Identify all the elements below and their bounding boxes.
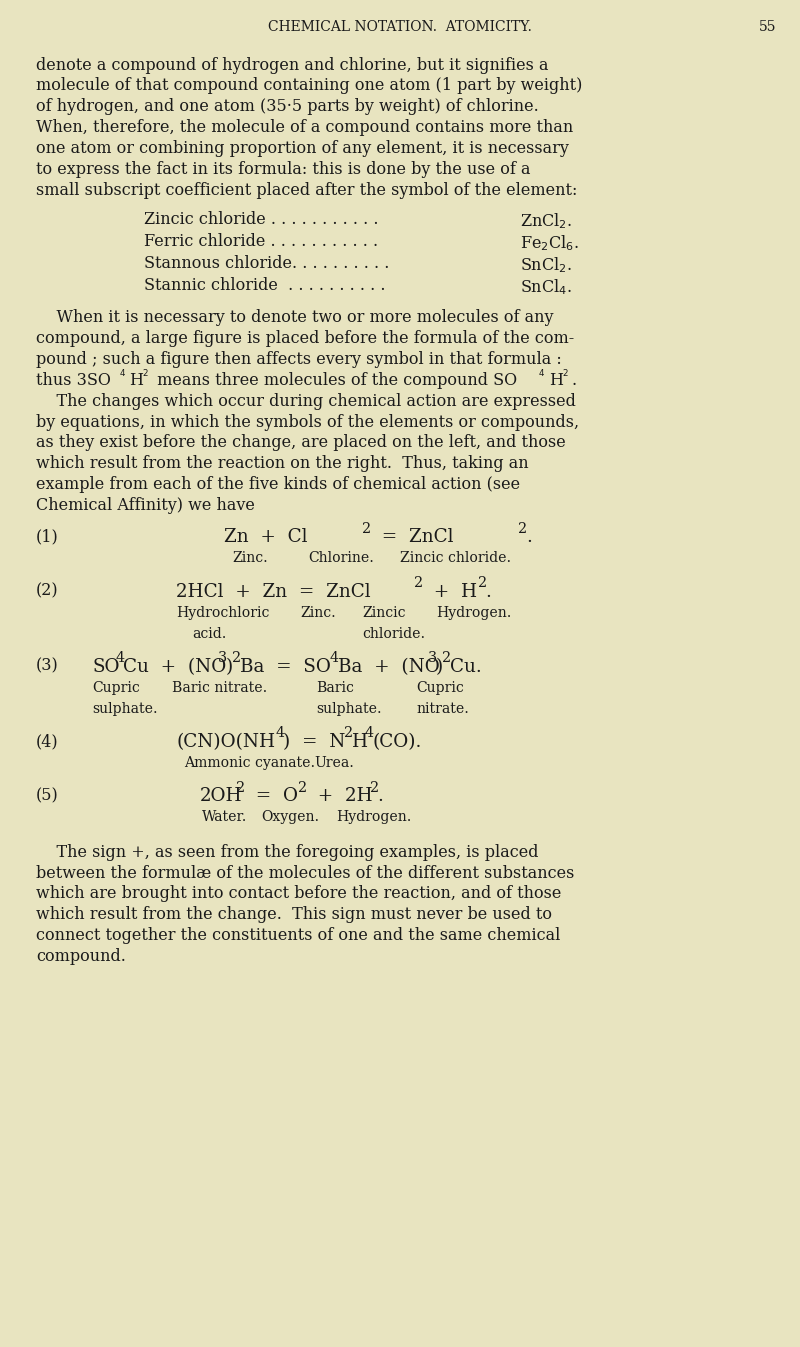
Text: Cu.: Cu. bbox=[450, 657, 482, 676]
Text: by equations, in which the symbols of the elements or compounds,: by equations, in which the symbols of th… bbox=[36, 414, 579, 431]
Text: connect together the constituents of one and the same chemical: connect together the constituents of one… bbox=[36, 927, 560, 944]
Text: =  ZnCl: = ZnCl bbox=[370, 528, 454, 547]
Text: Hydrogen.: Hydrogen. bbox=[336, 811, 411, 824]
Text: ): ) bbox=[436, 657, 443, 676]
Text: as they exist before the change, are placed on the left, and those: as they exist before the change, are pla… bbox=[36, 435, 566, 451]
Text: small subscript coefficient placed after the symbol of the element:: small subscript coefficient placed after… bbox=[36, 182, 578, 199]
Text: 2: 2 bbox=[442, 651, 451, 665]
Text: Hydrochloric: Hydrochloric bbox=[176, 606, 270, 620]
Text: 4: 4 bbox=[365, 726, 374, 741]
Text: sulphate.: sulphate. bbox=[316, 702, 382, 715]
Text: 3: 3 bbox=[428, 651, 438, 665]
Text: Baric: Baric bbox=[316, 680, 354, 695]
Text: Oxygen.: Oxygen. bbox=[262, 811, 320, 824]
Text: 2: 2 bbox=[518, 521, 527, 536]
Text: Cu  +  (NO: Cu + (NO bbox=[123, 657, 226, 676]
Text: Ammonic cyanate.: Ammonic cyanate. bbox=[184, 756, 315, 770]
Text: 2: 2 bbox=[362, 521, 371, 536]
Text: When, therefore, the molecule of a compound contains more than: When, therefore, the molecule of a compo… bbox=[36, 120, 574, 136]
Text: ZnCl$_2$.: ZnCl$_2$. bbox=[520, 211, 572, 230]
Text: example from each of the five kinds of chemical action (see: example from each of the five kinds of c… bbox=[36, 477, 520, 493]
Text: Ferric chloride . . . . . . . . . . .: Ferric chloride . . . . . . . . . . . bbox=[144, 233, 378, 251]
Text: 2HCl  +  Zn  =  ZnCl: 2HCl + Zn = ZnCl bbox=[176, 583, 370, 601]
Text: ): ) bbox=[226, 657, 233, 676]
Text: Ba  +  (NO: Ba + (NO bbox=[338, 657, 439, 676]
Text: between the formulæ of the molecules of the different substances: between the formulæ of the molecules of … bbox=[36, 865, 574, 881]
Text: When it is necessary to denote two or more molecules of any: When it is necessary to denote two or mo… bbox=[36, 310, 554, 326]
Text: (4): (4) bbox=[36, 733, 58, 750]
Text: nitrate.: nitrate. bbox=[416, 702, 469, 715]
Text: acid.: acid. bbox=[192, 626, 226, 641]
Text: 2OH: 2OH bbox=[200, 787, 242, 806]
Text: (5): (5) bbox=[36, 787, 58, 804]
Text: means three molecules of the compound SO: means three molecules of the compound SO bbox=[152, 372, 517, 389]
Text: Chlorine.: Chlorine. bbox=[308, 551, 374, 566]
Text: (CO).: (CO). bbox=[373, 733, 422, 752]
Text: 4: 4 bbox=[275, 726, 284, 741]
Text: Zinc.: Zinc. bbox=[232, 551, 268, 566]
Text: The sign +, as seen from the foregoing examples, is placed: The sign +, as seen from the foregoing e… bbox=[36, 843, 538, 861]
Text: compound.: compound. bbox=[36, 948, 126, 964]
Text: $_2$: $_2$ bbox=[562, 366, 568, 380]
Text: Fe$_2$Cl$_6$.: Fe$_2$Cl$_6$. bbox=[520, 233, 579, 253]
Text: which result from the change.  This sign must never be used to: which result from the change. This sign … bbox=[36, 907, 552, 923]
Text: (2): (2) bbox=[36, 583, 58, 599]
Text: 55: 55 bbox=[758, 20, 776, 34]
Text: chloride.: chloride. bbox=[362, 626, 426, 641]
Text: SO: SO bbox=[92, 657, 119, 676]
Text: .: . bbox=[378, 787, 383, 806]
Text: H: H bbox=[549, 372, 563, 389]
Text: pound ; such a figure then affects every symbol in that formula :: pound ; such a figure then affects every… bbox=[36, 352, 562, 368]
Text: 2: 2 bbox=[414, 577, 423, 590]
Text: 2: 2 bbox=[478, 577, 486, 590]
Text: denote a compound of hydrogen and chlorine, but it signifies a: denote a compound of hydrogen and chlori… bbox=[36, 57, 549, 74]
Text: 2: 2 bbox=[232, 651, 241, 665]
Text: .: . bbox=[571, 372, 576, 389]
Text: $_4$: $_4$ bbox=[119, 366, 126, 380]
Text: Baric nitrate.: Baric nitrate. bbox=[172, 680, 267, 695]
Text: one atom or combining proportion of any element, it is necessary: one atom or combining proportion of any … bbox=[36, 140, 569, 158]
Text: Ba  =  SO: Ba = SO bbox=[240, 657, 331, 676]
Text: +  H: + H bbox=[422, 583, 478, 601]
Text: Chemical Affinity) we have: Chemical Affinity) we have bbox=[36, 497, 255, 515]
Text: 4: 4 bbox=[330, 651, 338, 665]
Text: which are brought into contact before the reaction, and of those: which are brought into contact before th… bbox=[36, 885, 562, 902]
Text: Stannous chloride. . . . . . . . . .: Stannous chloride. . . . . . . . . . bbox=[144, 255, 390, 272]
Text: 2: 2 bbox=[344, 726, 353, 741]
Text: )  =  N: ) = N bbox=[283, 733, 346, 752]
Text: The changes which occur during chemical action are expressed: The changes which occur during chemical … bbox=[36, 393, 576, 409]
Text: Zinc.: Zinc. bbox=[300, 606, 336, 620]
Text: Zincic chloride.: Zincic chloride. bbox=[400, 551, 511, 566]
Text: (CN)O(NH: (CN)O(NH bbox=[176, 733, 275, 752]
Text: 4: 4 bbox=[115, 651, 124, 665]
Text: 2: 2 bbox=[236, 780, 245, 795]
Text: (1): (1) bbox=[36, 528, 58, 546]
Text: H: H bbox=[130, 372, 144, 389]
Text: 3: 3 bbox=[218, 651, 227, 665]
Text: 2: 2 bbox=[298, 780, 307, 795]
Text: $_4$: $_4$ bbox=[538, 366, 546, 380]
Text: molecule of that compound containing one atom (1 part by weight): molecule of that compound containing one… bbox=[36, 78, 582, 94]
Text: Hydrogen.: Hydrogen. bbox=[436, 606, 511, 620]
Text: which result from the reaction on the right.  Thus, taking an: which result from the reaction on the ri… bbox=[36, 455, 529, 473]
Text: (3): (3) bbox=[36, 657, 58, 675]
Text: Zincic: Zincic bbox=[362, 606, 406, 620]
Text: Zincic chloride . . . . . . . . . . .: Zincic chloride . . . . . . . . . . . bbox=[144, 211, 378, 228]
Text: Urea.: Urea. bbox=[314, 756, 354, 770]
Text: H: H bbox=[352, 733, 368, 752]
Text: +  2H: + 2H bbox=[306, 787, 373, 806]
Text: to express the fact in its formula: this is done by the use of a: to express the fact in its formula: this… bbox=[36, 160, 530, 178]
Text: Cupric: Cupric bbox=[92, 680, 140, 695]
Text: Zn  +  Cl: Zn + Cl bbox=[224, 528, 307, 547]
Text: Stannic chloride  . . . . . . . . . .: Stannic chloride . . . . . . . . . . bbox=[144, 277, 386, 294]
Text: .: . bbox=[526, 528, 532, 547]
Text: Cupric: Cupric bbox=[416, 680, 464, 695]
Text: sulphate.: sulphate. bbox=[92, 702, 158, 715]
Text: of hydrogen, and one atom (35·5 parts by weight) of chlorine.: of hydrogen, and one atom (35·5 parts by… bbox=[36, 98, 538, 116]
Text: compound, a large figure is placed before the formula of the com-: compound, a large figure is placed befor… bbox=[36, 330, 574, 348]
Text: Water.: Water. bbox=[202, 811, 248, 824]
Text: =  O: = O bbox=[244, 787, 298, 806]
Text: thus 3SO: thus 3SO bbox=[36, 372, 111, 389]
Text: SnCl$_4$.: SnCl$_4$. bbox=[520, 277, 572, 296]
